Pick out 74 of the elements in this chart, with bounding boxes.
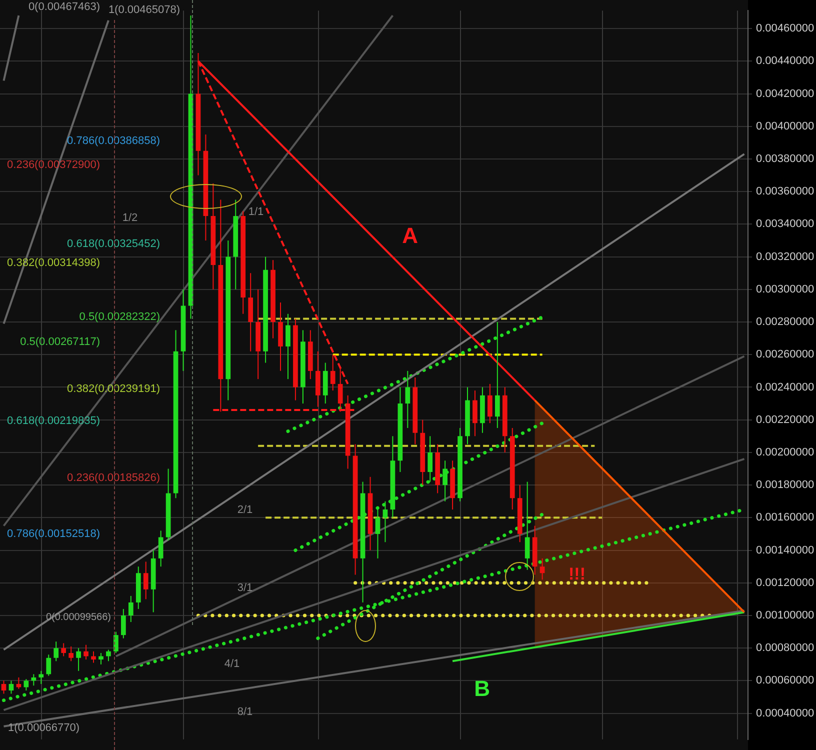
candlestick	[158, 530, 164, 568]
candlestick	[472, 390, 478, 437]
candlestick	[143, 561, 148, 600]
candlestick	[84, 644, 88, 660]
y-tick-label: 0.00400000	[756, 120, 814, 132]
candlestick	[540, 558, 545, 580]
candlestick	[38, 670, 44, 684]
candlestick	[106, 649, 111, 662]
y-tick-label: 0.00340000	[756, 218, 814, 230]
annotation: 1/1	[248, 206, 264, 218]
y-tick-label: 0.00260000	[756, 348, 814, 361]
candlestick	[46, 654, 52, 676]
annotation: 1(0.00465078)	[108, 4, 180, 16]
candlestick	[382, 500, 388, 543]
annotation: 0.382(0.00314398)	[7, 257, 100, 270]
candlestick	[61, 642, 66, 657]
candlestick	[330, 354, 336, 391]
candlestick	[494, 322, 500, 428]
y-tick-label: 0.00380000	[756, 153, 814, 165]
annotation: 0(0.00467463)	[28, 1, 100, 14]
y-tick-label: 0.00060000	[756, 674, 814, 687]
annotation: 0.618(0.00219835)	[7, 415, 100, 428]
y-tick-label: 0.00140000	[756, 544, 814, 556]
candlestick	[120, 608, 126, 639]
candlestick	[24, 678, 29, 691]
annotation: 2/1	[237, 504, 253, 516]
candlestick	[488, 383, 492, 424]
annotation: B	[474, 676, 490, 702]
annotation: 3/1	[237, 582, 253, 594]
y-tick-label: 0.00360000	[756, 186, 814, 198]
candlestick	[54, 641, 59, 662]
candlestick	[405, 370, 410, 428]
annotation: 0.236(0.00372900)	[7, 159, 100, 172]
candlestick	[91, 650, 96, 664]
annotation: 4/1	[224, 658, 240, 670]
y-tick-label: 0.00120000	[756, 576, 814, 589]
annotation: 8/1	[237, 706, 253, 718]
y-tick-label: 0.00080000	[756, 642, 814, 654]
candlestick	[31, 674, 36, 686]
candlestick	[1, 680, 6, 694]
annotation: 1(0.00066770)	[8, 722, 80, 734]
y-tick-label: 0.00100000	[756, 610, 814, 622]
y-tick-label: 0.00200000	[756, 446, 814, 458]
y-tick-label: 0.00320000	[756, 250, 814, 263]
candlestick	[8, 680, 14, 694]
candlestick	[128, 595, 134, 623]
candlestick	[428, 436, 433, 482]
candlestick	[286, 313, 290, 380]
candlestick	[76, 648, 81, 672]
y-tick-label: 0.00240000	[756, 381, 814, 394]
y-tick-label: 0.00160000	[756, 512, 814, 524]
annotation: 0.236(0.00185826)	[67, 472, 160, 484]
y-tick-label: 0.00460000	[756, 22, 814, 35]
candlestick	[338, 367, 343, 412]
y-tick-label: 0.00440000	[756, 55, 814, 68]
annotation: 0.5(0.00267117)	[20, 336, 100, 348]
annotation: 0.5(0.00282322)	[79, 311, 160, 324]
candlestick	[68, 646, 74, 662]
candlestick	[114, 631, 118, 654]
annotation: A	[402, 223, 418, 248]
y-tick-label: 0.00420000	[756, 88, 814, 100]
candlestick	[442, 460, 448, 502]
annotation: 0.618(0.00325452)	[67, 238, 160, 250]
y-tick-label: 0.00300000	[756, 283, 814, 296]
annotation: 0.382(0.00239191)	[67, 383, 160, 396]
annotation: !!!	[568, 564, 586, 584]
y-tick-label: 0.00180000	[756, 479, 814, 492]
y-tick-label: 0.00280000	[756, 316, 814, 328]
y-tick-label: 0.00220000	[756, 414, 814, 426]
candlestick	[98, 652, 104, 665]
annotation: 0.786(0.00152518)	[7, 528, 100, 540]
y-tick-label: 0.00040000	[756, 707, 814, 720]
annotation: 0.786(0.00386858)	[67, 135, 160, 148]
annotation: 1/2	[122, 212, 138, 224]
